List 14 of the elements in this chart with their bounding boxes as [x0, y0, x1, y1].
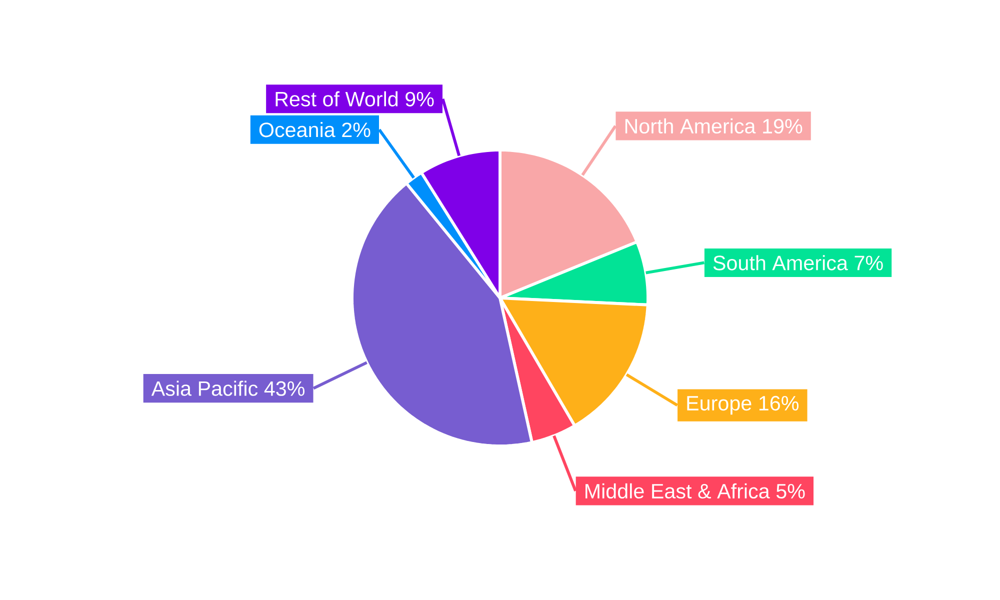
data-label: 16%	[759, 396, 799, 411]
data-label: 2%	[342, 122, 370, 138]
slice-label: North America	[625, 118, 756, 134]
slice-label: Rest of World	[276, 91, 398, 106]
slice-label: Oceania	[259, 122, 336, 138]
slice-label: Europe	[687, 396, 752, 415]
data-label: 19%	[763, 118, 802, 134]
data-label: 9%	[406, 92, 434, 106]
slice-label: South America	[713, 255, 848, 270]
slice-label: Asia Pacific	[151, 380, 258, 396]
data-label: 7%	[854, 256, 883, 270]
slice-label: Middle East & Africa	[586, 483, 770, 499]
data-label: 5%	[776, 484, 805, 499]
data-label: 43%	[264, 381, 304, 396]
